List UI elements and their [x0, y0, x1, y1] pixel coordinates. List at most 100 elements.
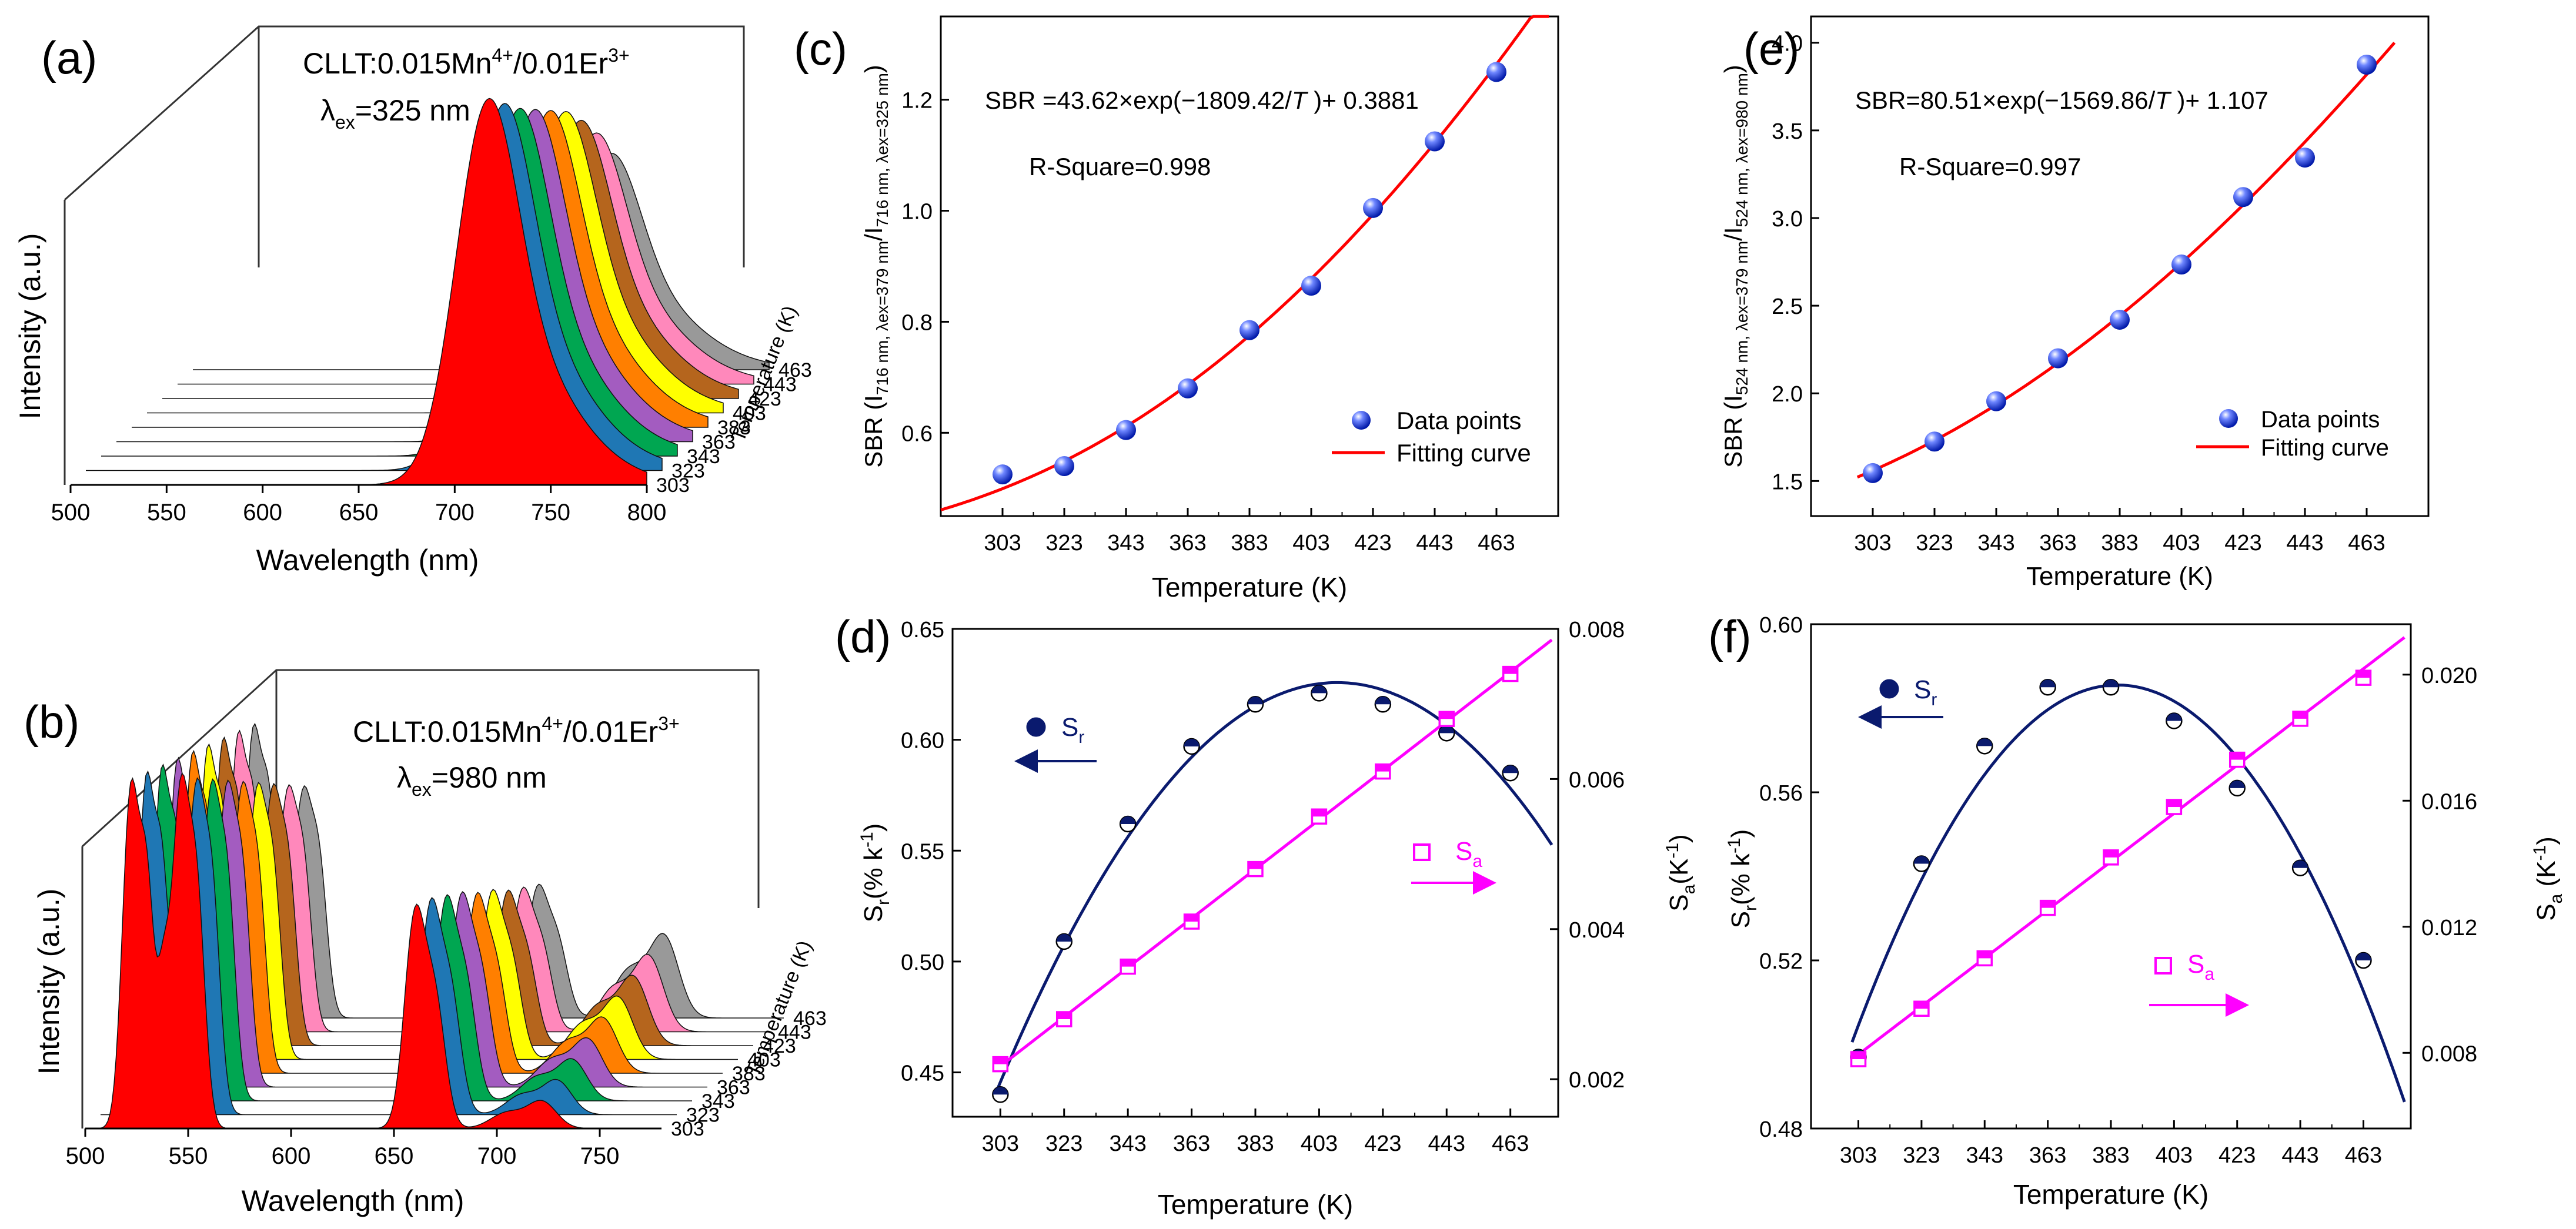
panel-d-legend-sr-main: S: [1061, 713, 1078, 742]
e-xtick-label: 363: [2039, 531, 2076, 555]
d-ytick-left-label: 0.55: [901, 839, 944, 864]
panel-e-ylabel-end: ): [1719, 65, 1747, 73]
a-temperature-label: 463: [779, 359, 812, 381]
panel-b-composition: CLLT:0.015Mn: [353, 715, 542, 748]
f-sa-point-fill: [1851, 1052, 1866, 1060]
f-sr-point-fill: [2103, 679, 2119, 688]
panel-c-ylabel-sub1: 716 nm, λex=379 nm: [873, 241, 891, 395]
panel-c-equation-t: T: [1292, 86, 1309, 114]
f-ytick-left-label: 0.48: [1759, 1117, 1803, 1142]
c-xtick-label: 323: [1045, 531, 1082, 555]
f-ytick-left-label: 0.56: [1759, 781, 1803, 806]
c-data-point: [993, 464, 1013, 485]
c-ytick-label: 0.8: [901, 310, 933, 335]
svg-text:CLLT:0.015Mn4+/0.01Er3+: CLLT:0.015Mn4+/0.01Er3+: [353, 713, 680, 748]
c-ytick-label: 1.2: [901, 89, 933, 113]
panel-b-excitation-symbol: λ: [397, 761, 412, 794]
f-xtick-label: 343: [1966, 1143, 2003, 1168]
f-sa-point-fill: [2104, 850, 2118, 858]
panel-d-legend-sr-label: Sr: [1061, 713, 1084, 747]
panel-e-legend-points-label: Data points: [2261, 407, 2380, 433]
f-sr-point-fill: [2356, 953, 2371, 960]
panel-d-legend-sa-label: Sa: [1455, 837, 1482, 871]
panel-d-ylabel-right-sub: a: [1679, 884, 1699, 894]
f-sr-point-fill: [2293, 860, 2308, 868]
panel-e-ylabel-sub2: 524 nm, λex=980 nm: [1733, 73, 1751, 227]
f-sa-point-fill: [2356, 671, 2371, 678]
e-xtick-label: 443: [2286, 531, 2323, 555]
panel-c-legend-points-label: Data points: [1396, 407, 1521, 434]
d-sr-fit-line: [993, 681, 1553, 1099]
panel-e-xlabel: Temperature (K): [2026, 562, 2213, 591]
e-data-point: [2048, 348, 2068, 369]
f-sa-point-fill: [2040, 900, 2055, 908]
d-sr-point-fill: [993, 1087, 1008, 1095]
panel-e-plot-area: 303 323 343 363 383 403 423 443 463 1.5 2.0 2.5 3.0 3…: [1772, 32, 2396, 555]
f-xtick-label: 463: [2345, 1143, 2382, 1168]
d-ytick-left-label: 0.60: [901, 729, 944, 754]
e-data-point: [2110, 309, 2130, 330]
panel-e-legend-marker: [2219, 409, 2238, 428]
panel-b-ylabel: Intensity (a.u.): [32, 889, 65, 1075]
d-ytick-right-label: 0.004: [1569, 918, 1625, 943]
panel-e-equation-t: T: [2155, 86, 2172, 114]
panel-f-legend-sa: Sa: [2149, 950, 2249, 1017]
f-xtick-label: 303: [1840, 1143, 1877, 1168]
a-xtick-label: 500: [51, 500, 91, 525]
panel-f-ylabel-right-sup: -1: [2530, 845, 2550, 861]
d-xtick-label: 443: [1428, 1131, 1465, 1156]
d-sr-point-fill: [1120, 816, 1136, 824]
a-xtick-label: 750: [531, 500, 570, 525]
panel-d-label: (d): [835, 611, 891, 662]
panel-c-ylabel-end: ): [860, 65, 887, 73]
panel-a-label: (a): [41, 32, 97, 83]
panel-c-label: (c): [794, 23, 847, 75]
c-data-point: [1363, 197, 1383, 218]
panel-f-legend-sa-label: Sa: [2187, 950, 2214, 984]
panel-d-ylabel-right-sup: -1: [1663, 843, 1682, 859]
c-ytick-label: 1.0: [901, 200, 933, 225]
f-xtick-label: 403: [2156, 1143, 2193, 1168]
panel-f-ylabel-right: Sa (K-1): [2530, 836, 2566, 921]
panel-c: (c) 303 323 343 363 383 403 423 443 463 0.6 0.8 1.0…: [794, 15, 1559, 602]
e-xtick-label: 323: [1916, 531, 1953, 555]
a-xtick-label: 700: [435, 500, 475, 525]
d-sr-point-fill: [1311, 685, 1327, 694]
c-xtick-label: 363: [1169, 531, 1206, 555]
panel-d-legend-sr: Sr: [1014, 713, 1097, 773]
f-ytick-right-label: 0.016: [2421, 789, 2477, 814]
panel-b-xlabel: Wavelength (nm): [242, 1184, 465, 1217]
panel-d-ylabel-left: Sr(% k-1): [857, 823, 893, 923]
svg-text:λex=325 nm: λex=325 nm: [320, 94, 470, 133]
a-xtick-label: 800: [627, 500, 667, 525]
f-xtick-label: 423: [2218, 1143, 2256, 1168]
c-xtick-label: 303: [984, 531, 1021, 555]
panel-c-ylabel: SBR (I716 nm, λex=379 nm/I716 nm, λex=32…: [860, 65, 891, 468]
f-xtick-label: 383: [2092, 1143, 2129, 1168]
e-ytick-label: 4.0: [1772, 32, 1803, 56]
a-temperature-label: 343: [687, 446, 720, 468]
panel-a-composition-sup1: 4+: [492, 45, 513, 66]
panel-f-legend-sr: Sr: [1858, 675, 1943, 729]
e-xtick-label: 463: [2348, 531, 2385, 555]
b-xtick-label: 700: [477, 1143, 517, 1169]
panel-f-ylabel-left-tail: (% k: [1726, 853, 1755, 905]
f-ytick-right-label: 0.020: [2421, 664, 2477, 688]
e-ytick-label: 1.5: [1772, 470, 1803, 494]
panel-f-ylabel-right-sub: a: [2547, 893, 2566, 903]
d-sr-point-fill: [1184, 738, 1200, 746]
panel-e-legend-fit-label: Fitting curve: [2261, 435, 2389, 461]
d-ytick-right-label: 0.008: [1569, 618, 1625, 642]
panel-a-excitation-value: =325 nm: [355, 94, 470, 127]
d-xtick-label: 363: [1173, 1131, 1210, 1156]
b-temperature-label: 463: [793, 1007, 827, 1030]
panel-f-ylabel-left-main: S: [1726, 911, 1755, 928]
c-xtick-label: 423: [1354, 531, 1391, 555]
a-temperature-label: 383: [717, 417, 751, 439]
d-sr-point-fill: [1056, 933, 1072, 942]
d-sr-point-fill: [1375, 696, 1391, 705]
d-sa-fit-line: [993, 638, 1553, 1073]
